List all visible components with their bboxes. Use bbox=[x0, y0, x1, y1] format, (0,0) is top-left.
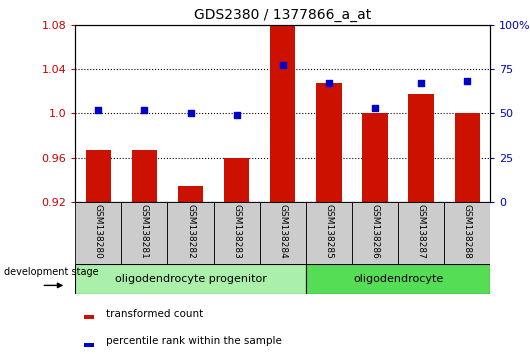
Bar bbox=[352, 202, 398, 264]
Text: development stage: development stage bbox=[4, 267, 99, 277]
Text: GSM138288: GSM138288 bbox=[463, 204, 472, 258]
Bar bbox=[455, 113, 480, 202]
Bar bbox=[398, 202, 444, 264]
Point bbox=[187, 110, 195, 116]
Bar bbox=[178, 186, 203, 202]
Bar bbox=[167, 202, 214, 264]
Text: GSM138286: GSM138286 bbox=[370, 204, 379, 258]
Bar bbox=[214, 202, 260, 264]
Point bbox=[370, 105, 379, 111]
Text: GSM138284: GSM138284 bbox=[278, 204, 287, 258]
Bar bbox=[84, 343, 93, 347]
Text: GSM138285: GSM138285 bbox=[324, 204, 333, 258]
Text: transformed count: transformed count bbox=[107, 309, 204, 319]
Bar bbox=[224, 158, 249, 202]
Bar bbox=[121, 202, 167, 264]
Bar bbox=[75, 202, 121, 264]
Bar bbox=[444, 202, 490, 264]
Bar bbox=[316, 84, 341, 202]
Title: GDS2380 / 1377866_a_at: GDS2380 / 1377866_a_at bbox=[194, 8, 372, 22]
Bar bbox=[260, 202, 306, 264]
Text: GSM138281: GSM138281 bbox=[140, 204, 149, 258]
Bar bbox=[306, 202, 352, 264]
Point bbox=[279, 63, 287, 68]
Bar bbox=[84, 315, 93, 319]
Bar bbox=[86, 150, 111, 202]
Point bbox=[463, 79, 472, 84]
Bar bbox=[270, 26, 295, 202]
Bar bbox=[363, 113, 387, 202]
Point bbox=[94, 107, 103, 113]
Text: percentile rank within the sample: percentile rank within the sample bbox=[107, 336, 282, 346]
Point bbox=[232, 112, 241, 118]
Text: oligodendrocyte progenitor: oligodendrocyte progenitor bbox=[114, 274, 267, 284]
Bar bbox=[306, 264, 490, 294]
Bar bbox=[132, 150, 157, 202]
Text: GSM138282: GSM138282 bbox=[186, 204, 195, 258]
Point bbox=[417, 80, 425, 86]
Text: GSM138287: GSM138287 bbox=[417, 204, 426, 258]
Point bbox=[324, 80, 333, 86]
Bar bbox=[75, 264, 306, 294]
Bar bbox=[409, 95, 434, 202]
Point bbox=[140, 107, 148, 113]
Text: oligodendrocyte: oligodendrocyte bbox=[353, 274, 443, 284]
Text: GSM138280: GSM138280 bbox=[94, 204, 103, 258]
Text: GSM138283: GSM138283 bbox=[232, 204, 241, 258]
